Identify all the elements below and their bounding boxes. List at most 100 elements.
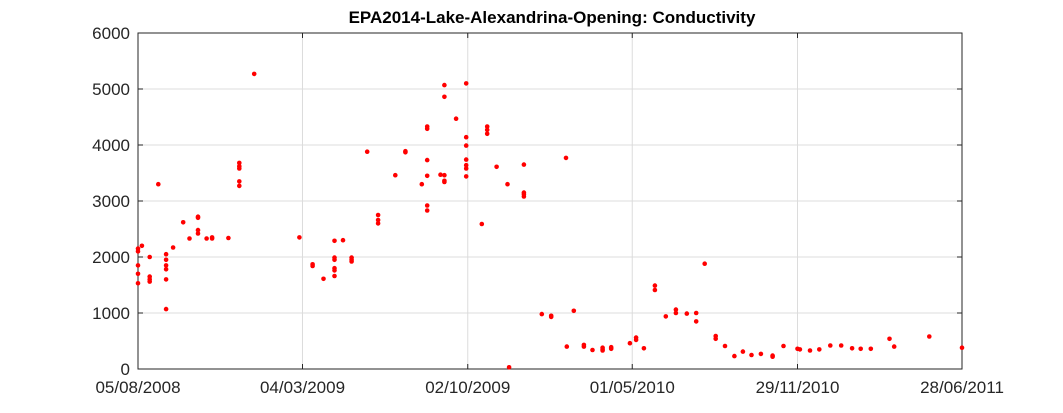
data-point bbox=[927, 334, 932, 339]
data-point bbox=[424, 157, 430, 163]
data-point bbox=[505, 181, 510, 187]
data-point bbox=[463, 162, 469, 168]
data-point bbox=[693, 310, 699, 316]
y-tick-label: 4000 bbox=[92, 136, 130, 155]
data-point bbox=[484, 124, 490, 129]
data-point bbox=[163, 251, 169, 257]
data-point bbox=[442, 94, 447, 100]
data-point bbox=[571, 308, 577, 314]
data-point bbox=[627, 340, 633, 346]
data-point bbox=[237, 179, 242, 184]
x-tick-label: 05/08/2008 bbox=[95, 378, 180, 397]
data-point bbox=[424, 126, 430, 132]
data-point bbox=[722, 343, 728, 349]
data-point bbox=[310, 263, 315, 269]
data-point bbox=[652, 287, 658, 293]
data-point bbox=[652, 283, 658, 288]
data-point bbox=[494, 164, 499, 170]
data-point bbox=[332, 268, 337, 273]
data-point bbox=[663, 314, 669, 319]
data-point bbox=[135, 271, 141, 277]
y-tick-label: 5000 bbox=[92, 80, 130, 99]
data-point bbox=[713, 336, 718, 342]
axis-ticks: 0 1000 2000 3000 4000 5000 6000 05/08/2008 04/03… bbox=[92, 24, 1004, 397]
data-point bbox=[375, 217, 381, 223]
y-tick-label: 2000 bbox=[92, 248, 130, 267]
data-point bbox=[959, 345, 965, 351]
data-point bbox=[564, 344, 570, 349]
data-point bbox=[332, 273, 337, 279]
data-point bbox=[581, 344, 587, 349]
y-tick-label: 3000 bbox=[92, 192, 130, 211]
data-point bbox=[770, 354, 775, 360]
data-point bbox=[641, 346, 647, 351]
data-point bbox=[484, 131, 490, 137]
data-point bbox=[758, 351, 764, 357]
data-point bbox=[463, 174, 469, 179]
data-point bbox=[297, 235, 302, 240]
data-point bbox=[702, 261, 707, 267]
data-point bbox=[163, 263, 169, 268]
data-point bbox=[349, 259, 354, 264]
data-point bbox=[364, 149, 370, 154]
data-point bbox=[332, 257, 337, 263]
chart-title: EPA2014-Lake-Alexandrina-Opening: Conduc… bbox=[349, 8, 756, 27]
data-point bbox=[484, 127, 490, 133]
data-points bbox=[135, 71, 965, 370]
y-tick-label: 6000 bbox=[92, 24, 130, 43]
data-point bbox=[321, 276, 326, 282]
data-point bbox=[479, 221, 485, 227]
data-point bbox=[749, 352, 754, 358]
data-point bbox=[817, 347, 822, 352]
data-point bbox=[375, 212, 381, 218]
data-point bbox=[539, 311, 545, 317]
data-point bbox=[442, 82, 447, 88]
data-point bbox=[147, 279, 152, 284]
data-point bbox=[463, 143, 469, 148]
data-point bbox=[673, 307, 679, 312]
data-point bbox=[463, 166, 469, 171]
data-point bbox=[424, 208, 430, 213]
data-point bbox=[506, 365, 512, 370]
data-point bbox=[828, 343, 833, 348]
data-point bbox=[237, 183, 242, 189]
data-point bbox=[548, 314, 554, 320]
data-point bbox=[204, 236, 209, 241]
data-point bbox=[403, 150, 408, 155]
data-point bbox=[180, 220, 186, 225]
data-point bbox=[332, 238, 337, 244]
data-point bbox=[163, 306, 169, 312]
x-tick-label: 28/06/2011 bbox=[920, 378, 1004, 397]
data-point bbox=[209, 236, 215, 241]
data-point bbox=[424, 173, 430, 179]
x-tick-label: 04/03/2009 bbox=[260, 378, 345, 397]
data-point bbox=[807, 348, 813, 353]
y-tick-label: 0 bbox=[121, 360, 130, 379]
data-point bbox=[195, 227, 201, 233]
data-point bbox=[135, 249, 141, 254]
data-point bbox=[463, 134, 469, 140]
data-point bbox=[891, 344, 897, 349]
x-tick-label: 29/11/2010 bbox=[756, 378, 840, 397]
data-point bbox=[187, 236, 192, 241]
data-point bbox=[521, 162, 527, 167]
data-point bbox=[251, 71, 257, 77]
data-point bbox=[463, 157, 469, 162]
data-point bbox=[237, 160, 242, 166]
data-point bbox=[887, 336, 892, 342]
data-point bbox=[375, 221, 381, 226]
data-point bbox=[797, 347, 803, 352]
data-point bbox=[838, 343, 844, 348]
data-point bbox=[868, 346, 874, 352]
data-point bbox=[849, 346, 855, 351]
data-point bbox=[608, 346, 614, 352]
data-point bbox=[424, 203, 430, 208]
data-point bbox=[463, 81, 469, 86]
data-point bbox=[237, 166, 242, 171]
data-point bbox=[170, 245, 176, 250]
data-point bbox=[438, 172, 443, 177]
data-point bbox=[633, 337, 639, 343]
data-point bbox=[781, 343, 786, 349]
